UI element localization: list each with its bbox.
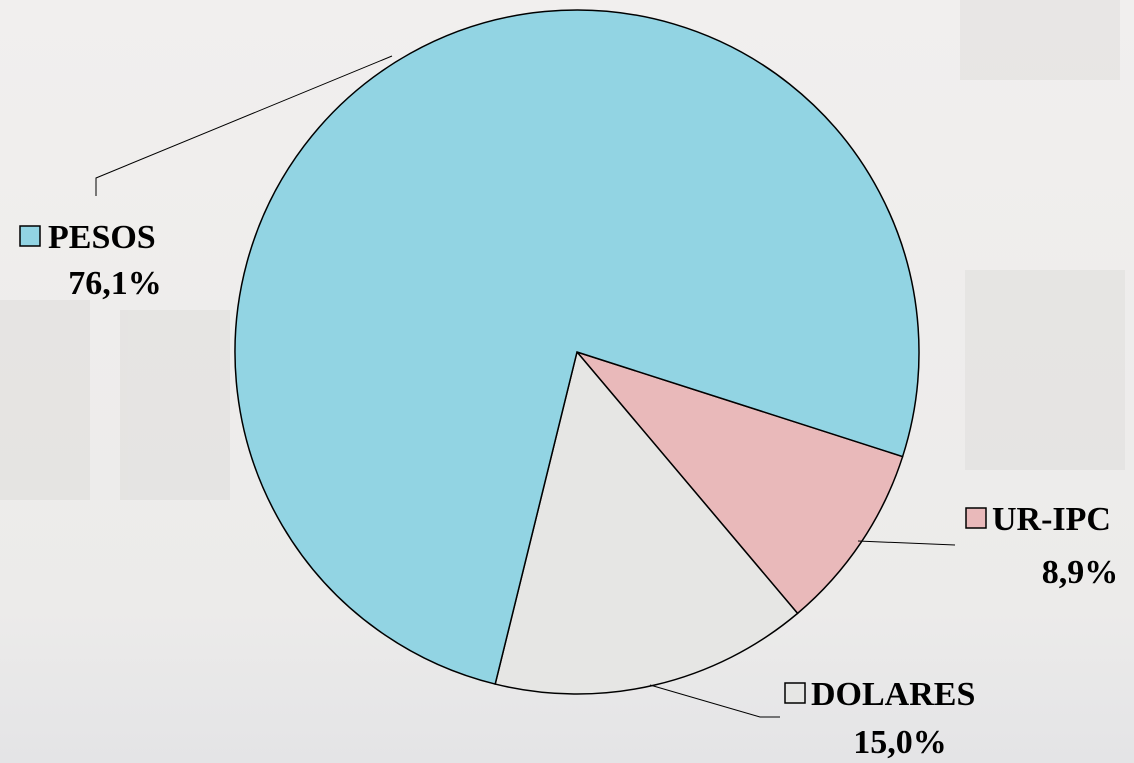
leader-line (649, 684, 780, 718)
slice-label: UR-IPC (992, 501, 1111, 538)
slice-label: DOLARES (811, 676, 975, 713)
pie-slice (574, 350, 904, 615)
leader-line (857, 540, 956, 546)
legend-swatch (784, 682, 806, 704)
slice-value-label: 15,0% (853, 724, 947, 761)
background-windows (0, 0, 1125, 500)
pie-slice (494, 350, 799, 695)
legend-swatch (965, 507, 987, 529)
slice-value-label: 8,9% (1042, 554, 1119, 591)
leader-line (95, 55, 393, 196)
slice-label: PESOS (48, 219, 156, 256)
pie-slice (234, 9, 920, 685)
slice-value-label: 76,1% (68, 265, 162, 302)
legend-swatch (19, 225, 41, 247)
